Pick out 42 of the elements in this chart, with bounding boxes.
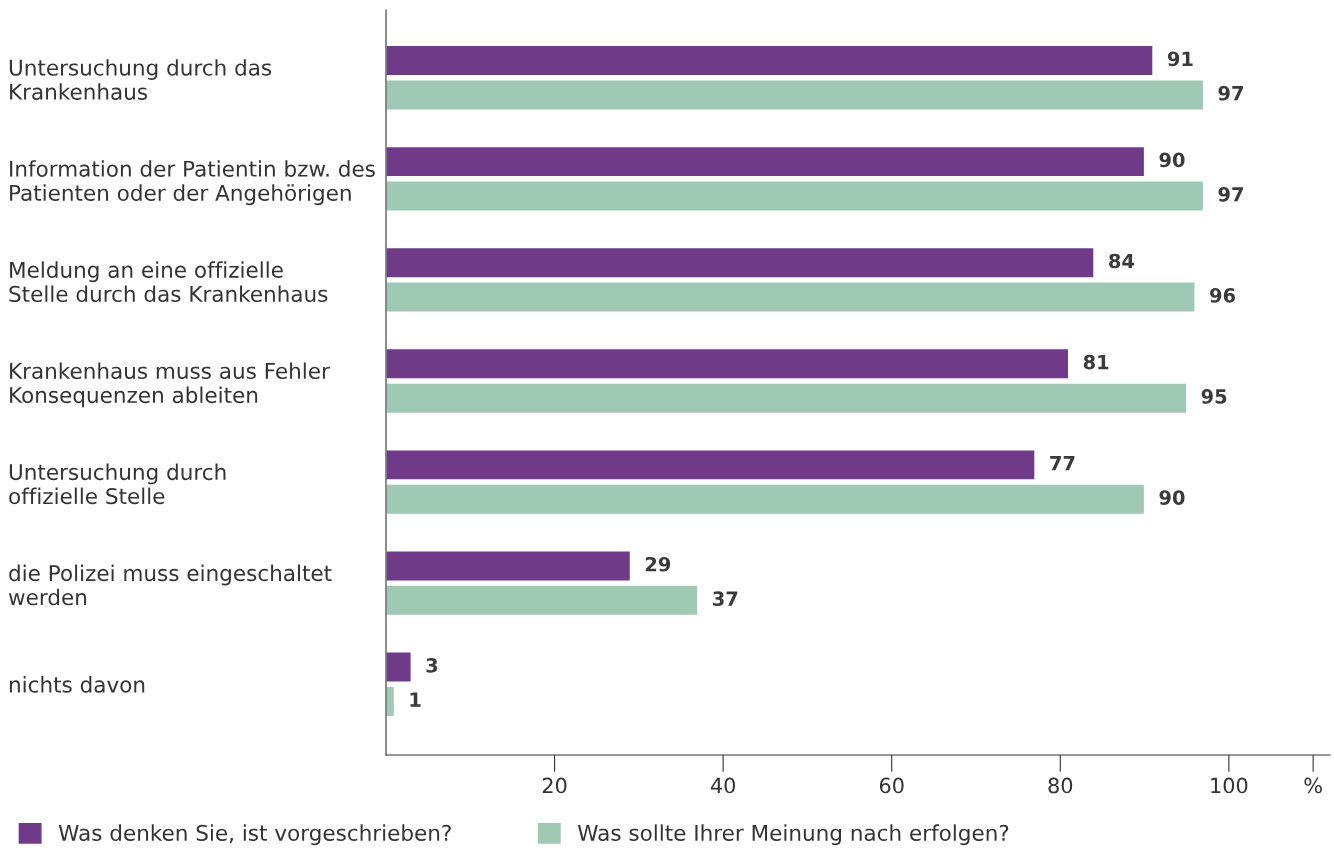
bar	[386, 281, 1196, 313]
data-label: 29	[645, 556, 671, 572]
data-label: 1	[410, 692, 421, 707]
x-tick-label: 100	[1211, 777, 1248, 794]
bar	[386, 449, 1036, 481]
x-tick-label: 80	[1048, 777, 1073, 794]
data-label: 97	[1218, 85, 1243, 101]
legend-label: Was denken Sie, ist vorgeschrieben?	[58, 824, 451, 846]
data-label: 91	[1167, 51, 1193, 67]
data-label: 97	[1218, 186, 1243, 202]
y-tick-label: die Polizei muss eingeschaltet werden	[8, 564, 332, 606]
data-label: 96	[1210, 288, 1236, 303]
data-label: 90	[1159, 490, 1185, 505]
data-label: 81	[1083, 354, 1109, 370]
data-label: 77	[1050, 456, 1075, 471]
y-tick-label: Untersuchung durch offizielle Stelle	[9, 463, 226, 505]
bar	[386, 483, 1146, 516]
y-tick-label: Krankenhaus muss aus Fehler Konsequenzen ableiten	[10, 362, 330, 408]
data-label: 84	[1109, 253, 1135, 269]
bar	[386, 180, 1205, 212]
bar	[386, 347, 1070, 380]
y-tick-label: nichts davon	[9, 676, 145, 693]
bar	[386, 584, 699, 617]
x-tick-label: 60	[879, 777, 904, 794]
x-tick-label: %	[1304, 777, 1322, 794]
data-label: 95	[1201, 389, 1227, 404]
data-label: 3	[426, 657, 438, 673]
y-tick-label: Untersuchung durch das Krankenhaus	[9, 59, 272, 100]
bar	[386, 44, 1154, 77]
bar	[386, 145, 1146, 178]
bar	[386, 382, 1188, 415]
bar	[386, 79, 1205, 111]
x-tick-label: 40	[710, 777, 736, 794]
data-label: 37	[713, 591, 738, 606]
y-tick-label: Information der Patientin bzw. des Patienten oder der Angehörigen	[10, 160, 375, 206]
bar	[386, 246, 1095, 279]
bar	[386, 550, 632, 582]
bar	[386, 651, 412, 683]
x-tick-label: 20	[542, 777, 567, 794]
data-label: 90	[1159, 152, 1185, 168]
legend-label: Was sollte Ihrer Meinung nach erfolgen?	[577, 824, 1009, 846]
y-tick-label: Meldung an eine offizielle Stelle durch das Krankenhaus	[9, 261, 328, 303]
